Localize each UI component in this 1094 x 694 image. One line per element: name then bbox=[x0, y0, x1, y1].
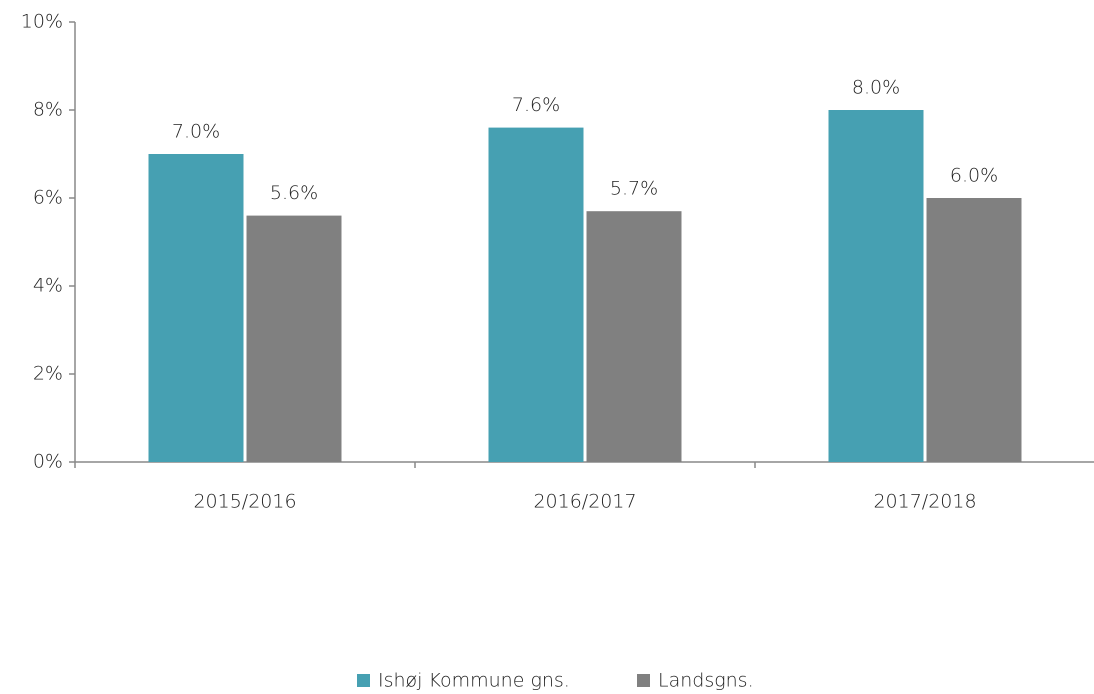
x-tick-label: 2017/2018 bbox=[873, 491, 976, 513]
y-tick-label: 0% bbox=[33, 451, 63, 473]
legend-label: Ishøj Kommune gns. bbox=[378, 670, 570, 692]
legend-swatch bbox=[637, 674, 650, 687]
y-tick-label: 4% bbox=[33, 275, 63, 297]
bar bbox=[926, 198, 1022, 462]
y-tick-label: 6% bbox=[33, 187, 63, 209]
value-label: 7.6% bbox=[512, 94, 560, 116]
x-tick-label: 2016/2017 bbox=[533, 491, 636, 513]
bar bbox=[246, 215, 342, 462]
value-label: 6.0% bbox=[950, 165, 998, 187]
y-tick-label: 10% bbox=[21, 11, 63, 33]
y-tick-label: 2% bbox=[33, 363, 63, 385]
bar bbox=[828, 110, 924, 462]
value-label: 5.6% bbox=[270, 182, 318, 204]
legend-swatch bbox=[357, 674, 370, 687]
value-label: 8.0% bbox=[852, 77, 900, 99]
bar bbox=[148, 154, 244, 462]
value-label: 7.0% bbox=[172, 121, 220, 143]
value-label: 5.7% bbox=[610, 178, 658, 200]
y-tick-label: 8% bbox=[33, 99, 63, 121]
bar bbox=[586, 211, 682, 462]
bar bbox=[488, 127, 584, 462]
x-tick-label: 2015/2016 bbox=[193, 491, 296, 513]
legend-label: Landsgns. bbox=[658, 670, 754, 692]
